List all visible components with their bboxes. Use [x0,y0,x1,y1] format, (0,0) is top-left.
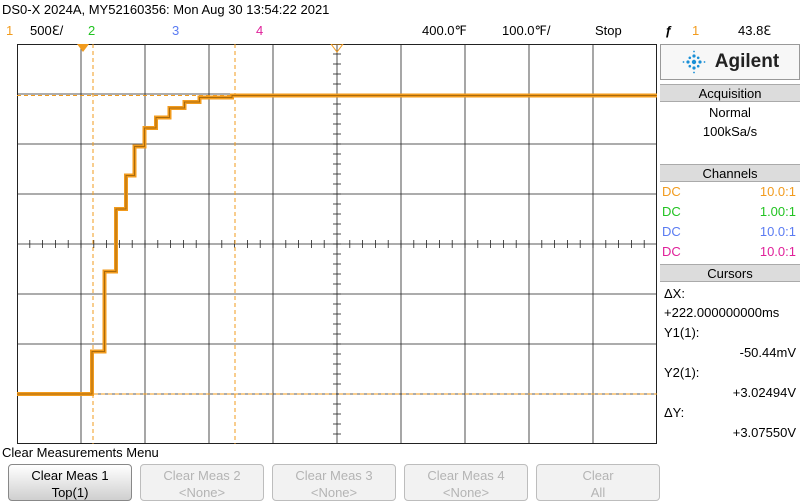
ch2-indicator[interactable]: 2 [88,23,96,38]
trigger-position-marker [77,44,89,52]
cursor-y2-label: Y2(1): [664,365,700,380]
brand-name: Agilent [714,51,780,72]
ch1-probe: 10.0:1 [759,184,796,199]
ch3-indicator[interactable]: 3 [172,23,180,38]
ch2-coupling: DC [662,204,681,219]
channels-header: Channels [660,164,800,182]
channel-row-3[interactable]: DC 10.0:1 [662,222,796,242]
softkey-label: Clear Meas 2 [163,468,241,483]
softkey-value: All [590,485,606,500]
channel-row-2[interactable]: DC 1.00:1 [662,202,796,222]
time-position: 400.0℉ [422,23,467,38]
cursor-dy-value: +3.07550V [732,425,796,440]
clear-meas-1-button[interactable]: Clear Meas 1 Top(1) [8,464,132,501]
trigger-edge-icon: ƒ [665,23,673,38]
window-title: DS0-X 2024A, MY52160356: Mon Aug 30 13:5… [2,2,330,17]
acquisition-rate: 100kSa/s [702,124,758,139]
channel-row-1[interactable]: DC 10.0:1 [662,182,796,202]
clear-meas-3-button[interactable]: Clear Meas 3 <None> [272,464,396,501]
ch1-scale: 500ℇ/ [30,23,64,38]
cursor-y1-value: -50.44mV [739,345,796,360]
clear-meas-4-button[interactable]: Clear Meas 4 <None> [404,464,528,501]
ch4-probe: 10.0:1 [759,244,796,259]
time-reference-marker [330,44,344,53]
trigger-level: 43.8ℇ [738,23,772,38]
ch4-coupling: DC [662,244,681,259]
brand-logo: Agilent [660,44,800,80]
softkey-value: <None> [178,485,226,500]
softkey-value: <None> [310,485,358,500]
trigger-channel: 1 [692,23,700,38]
ch1-indicator[interactable]: 1 [6,23,14,38]
waveform-display[interactable] [17,44,657,444]
softkey-value: <None> [442,485,490,500]
ch1-trace-core [17,95,657,395]
waveform-graticule [17,44,657,444]
cursor-y1-label: Y1(1): [664,325,700,340]
acquisition-header: Acquisition [660,84,800,102]
side-panel: Agilent Acquisition Normal 100kSa/s Chan… [660,44,800,444]
softkey-bar: Clear Meas 1 Top(1) Clear Meas 2 <None> … [0,462,800,503]
softkey-value: Top(1) [51,485,89,500]
run-state: Stop [595,23,622,38]
acquisition-mode: Normal [709,105,751,120]
ch3-coupling: DC [662,224,681,239]
cursor-dx-label: ΔX: [664,286,685,301]
menu-title: Clear Measurements Menu [2,445,159,460]
ch1-coupling: DC [662,184,681,199]
time-scale: 100.0℉/ [502,23,551,38]
softkey-label: Clear Meas 4 [427,468,505,483]
ch2-probe: 1.00:1 [759,204,796,219]
cursor-dx-value: +222.000000000ms [664,305,780,320]
softkey-label: Clear [582,468,614,483]
softkey-label: Clear Meas 1 [31,468,109,483]
ch3-probe: 10.0:1 [759,224,796,239]
clear-meas-2-button[interactable]: Clear Meas 2 <None> [140,464,264,501]
cursor-y2-value: +3.02494V [732,385,796,400]
clear-all-button[interactable]: Clear All [536,464,660,501]
cursors-header: Cursors [660,264,800,282]
ch4-indicator[interactable]: 4 [256,23,264,38]
cursor-dy-label: ΔY: [664,405,685,420]
channel-row-4[interactable]: DC 10.0:1 [662,242,796,262]
status-bar: 1 500ℇ/ 2 3 4 400.0℉ 100.0℉/ Stop ƒ 1 43… [0,20,800,42]
spark-logo-icon [682,50,706,74]
softkey-label: Clear Meas 3 [295,468,373,483]
